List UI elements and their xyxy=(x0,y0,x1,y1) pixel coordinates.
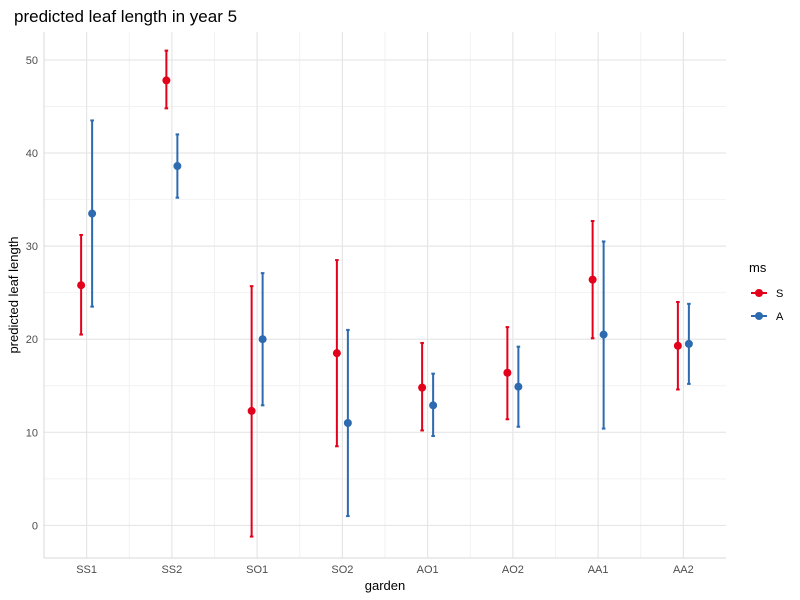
data-point xyxy=(343,419,352,428)
data-point xyxy=(429,401,438,410)
y-tick-label: 20 xyxy=(26,334,38,346)
legend: ms SA xyxy=(749,260,784,323)
y-tick-labels: 0 10 20 30 40 50 xyxy=(26,55,38,532)
legend-label: A xyxy=(776,311,784,323)
data-point xyxy=(88,209,97,218)
x-tick-label: AA1 xyxy=(588,564,609,576)
y-tick-label: 0 xyxy=(32,520,38,532)
data-point xyxy=(173,162,182,171)
y-tick-label: 30 xyxy=(26,241,38,253)
data-point xyxy=(77,281,86,290)
x-tick-label: SS2 xyxy=(161,564,182,576)
major-gridlines xyxy=(44,32,726,558)
x-tick-labels: SS1 SS2 SO1 SO2 AO1 AO2 AA1 AA2 xyxy=(76,564,694,576)
x-tick-label: SS1 xyxy=(76,564,97,576)
data-point xyxy=(599,330,608,339)
chart-title: predicted leaf length in year 5 xyxy=(14,7,237,26)
x-tick-label: SO2 xyxy=(331,564,353,576)
legend-key-point xyxy=(755,289,763,297)
y-axis-title: predicted leaf length xyxy=(6,236,21,353)
x-axis-title: garden xyxy=(365,578,405,593)
data-point xyxy=(673,341,682,350)
data-point xyxy=(418,383,427,392)
x-tick-label: AO2 xyxy=(502,564,524,576)
data-point xyxy=(162,76,171,85)
data-point xyxy=(503,368,512,377)
minor-gridlines xyxy=(44,32,726,558)
data-point xyxy=(684,339,693,348)
y-tick-label: 50 xyxy=(26,55,38,67)
data-point xyxy=(332,349,341,358)
data-point xyxy=(247,406,256,415)
data-point xyxy=(514,382,523,391)
x-tick-label: SO1 xyxy=(246,564,268,576)
legend-key-point xyxy=(755,312,763,320)
x-tick-label: AO1 xyxy=(417,564,439,576)
x-tick-label: AA2 xyxy=(673,564,694,576)
legend-title: ms xyxy=(749,260,767,275)
y-tick-label: 40 xyxy=(26,148,38,160)
legend-label: S xyxy=(776,288,783,300)
y-tick-label: 10 xyxy=(26,427,38,439)
data-point xyxy=(258,335,267,344)
data-point xyxy=(588,275,597,284)
data-marks xyxy=(77,49,693,538)
